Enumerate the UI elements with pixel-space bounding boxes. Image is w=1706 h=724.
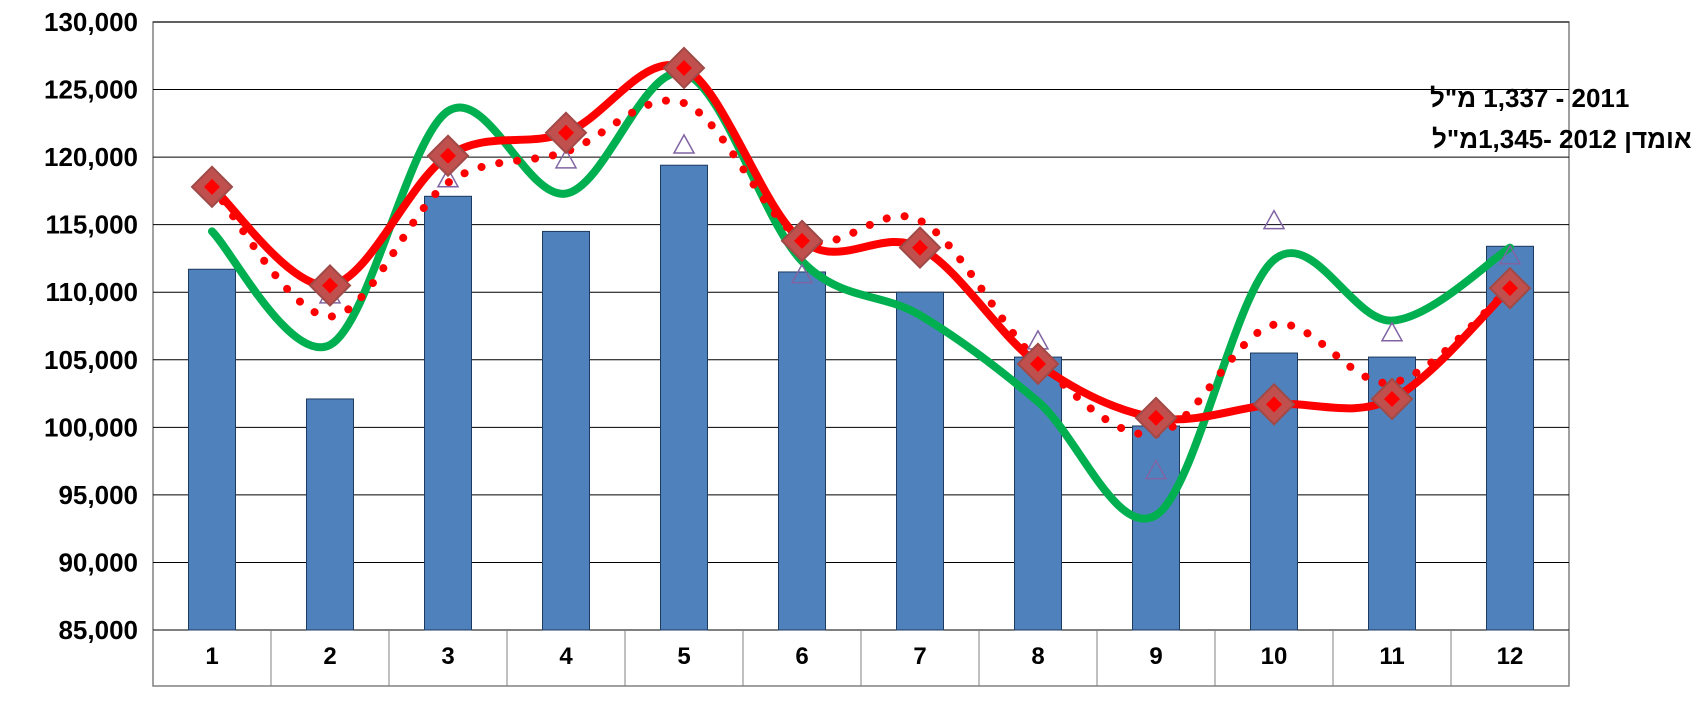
x-tick-label: 1 (205, 643, 218, 670)
y-axis-tick-labels: 85,000 90,000 95,000 100,000 105,000 110,000 1… (44, 7, 138, 645)
triangle-marker (1498, 244, 1522, 265)
triangle-marker (436, 167, 460, 188)
x-tick-label: 10 (1261, 643, 1288, 670)
y-tick-label: 100,000 (44, 412, 138, 442)
y-tick-label: 125,000 (44, 75, 138, 105)
x-axis-tick-labels: 1 2 3 4 5 6 7 8 9 10 11 12 (205, 643, 1523, 670)
x-tick-label: 4 (559, 643, 573, 670)
y-tick-label: 130,000 (44, 7, 138, 37)
bar-series (188, 164, 1534, 631)
diamond-marker-center (794, 232, 810, 249)
x-tick-label: 12 (1497, 643, 1524, 670)
triangle-marker (1380, 321, 1404, 342)
diamond-marker-center (1148, 409, 1164, 426)
diamond-marker-center (912, 239, 928, 256)
x-tick-label: 5 (677, 643, 690, 670)
diamond-marker-center (204, 178, 220, 195)
diamond-marker-center (1384, 390, 1400, 407)
x-tick-label: 9 (1149, 643, 1162, 670)
bar (778, 271, 826, 631)
red-dotted-series-line (208, 96, 1514, 439)
annotation-line-1: 2011 - 1,337 מ"ל (1430, 83, 1629, 113)
plot-area (152, 21, 1570, 687)
bar (306, 398, 354, 631)
bar (660, 164, 708, 631)
diamond-marker-center (1030, 355, 1046, 372)
y-tick-label: 85,000 (58, 615, 138, 645)
diamond-marker-center (440, 147, 456, 164)
triangle-marker (790, 263, 814, 284)
diamond-marker-center (1502, 280, 1518, 297)
diamond-marker-center (676, 59, 692, 76)
x-tick-label: 7 (913, 643, 926, 670)
y-tick-label: 115,000 (45, 210, 138, 240)
green-series-line (208, 68, 1514, 523)
x-tick-label: 6 (795, 643, 808, 670)
triangle-marker (1262, 209, 1286, 230)
y-tick-label: 90,000 (58, 547, 138, 577)
annotation-line-2: אומדן 2012 -1,345מ"ל (1432, 124, 1692, 154)
bar (542, 230, 590, 631)
diamond-marker-center (322, 277, 338, 294)
bar (896, 291, 944, 631)
triangle-marker (672, 133, 696, 154)
bar (188, 268, 236, 631)
marker-series (190, 46, 1532, 480)
x-tick-label: 11 (1379, 643, 1404, 670)
y-tick-label: 110,000 (45, 277, 138, 307)
y-tick-label: 120,000 (44, 142, 138, 172)
y-tick-label: 105,000 (44, 345, 138, 375)
triangle-marker (1144, 459, 1168, 480)
x-tick-label: 3 (441, 643, 454, 670)
x-tick-label: 8 (1031, 643, 1044, 670)
diamond-marker-center (1266, 396, 1282, 413)
y-tick-label: 95,000 (58, 480, 138, 510)
bar (1132, 425, 1180, 631)
x-tick-label: 2 (323, 643, 336, 670)
diamond-marker-center (558, 124, 574, 141)
bar (424, 195, 472, 631)
triangle-marker (554, 148, 578, 169)
